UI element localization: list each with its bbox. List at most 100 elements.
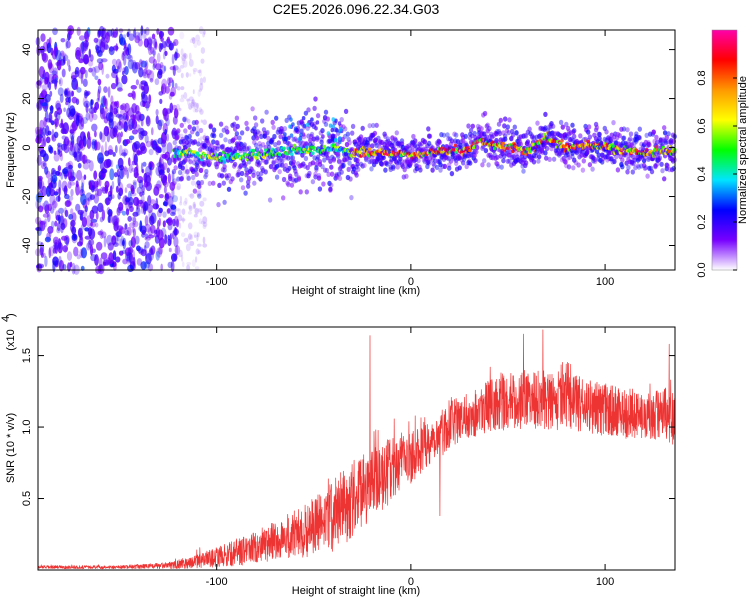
ridge-halo: [343, 108, 349, 114]
noise-fringe-blob: [199, 82, 204, 91]
spectrogram-ytick-label: -20: [21, 189, 33, 205]
ridge-halo: [328, 187, 333, 193]
noise-blob: [126, 183, 133, 189]
ridge-halo: [416, 158, 421, 164]
noise-fringe-blob: [202, 31, 206, 38]
noise-fringe-blob: [180, 72, 184, 79]
noise-blob: [155, 197, 159, 210]
ridge-halo: [235, 172, 240, 178]
noise-blob: [134, 110, 142, 121]
noise-blob: [157, 229, 164, 241]
ridge-halo: [199, 179, 205, 186]
ridge-halo: [336, 171, 342, 177]
noise-blob: [41, 138, 47, 148]
noise-fringe-blob: [200, 119, 203, 123]
ridge-halo: [171, 181, 177, 187]
ridge-halo: [232, 121, 237, 127]
noise-blob: [132, 220, 139, 228]
noise-fringe-blob: [177, 214, 183, 222]
ridge-halo: [634, 131, 639, 137]
noise-fringe-blob: [181, 218, 186, 222]
ridge-halo: [265, 129, 270, 136]
noise-fringe-blob: [186, 264, 191, 271]
noise-blob: [140, 225, 147, 234]
noise-blob: [130, 167, 138, 172]
ridge-core: [367, 153, 371, 158]
noise-fringe-blob: [183, 92, 188, 100]
ridge-halo: [636, 134, 642, 141]
noise-blob: [142, 71, 147, 77]
noise-blob: [115, 58, 122, 70]
noise-blob: [124, 187, 128, 194]
ridge-halo: [349, 195, 354, 201]
noise-blob: [137, 127, 145, 134]
ridge-excursion: [331, 134, 335, 139]
noise-blob: [159, 153, 167, 160]
ridge-halo: [336, 151, 341, 157]
noise-blob: [42, 213, 50, 218]
ridge-halo: [413, 142, 418, 148]
noise-blob: [164, 128, 168, 136]
noise-blob: [52, 27, 58, 36]
ridge-excursion: [310, 117, 314, 122]
noise-blob: [158, 194, 164, 199]
ridge-halo: [271, 124, 276, 130]
noise-blob: [104, 107, 109, 113]
ridge-halo: [219, 173, 225, 179]
noise-blob: [107, 86, 111, 98]
ridge-halo: [299, 119, 304, 125]
noise-blob: [132, 196, 140, 206]
ridge-halo: [212, 145, 218, 151]
noise-blob: [115, 27, 119, 35]
noise-blob: [48, 247, 52, 259]
noise-blob: [140, 119, 144, 127]
ridge-halo: [252, 180, 257, 186]
noise-blob: [152, 46, 156, 58]
ridge-halo: [246, 145, 252, 151]
ridge-halo: [523, 133, 529, 139]
noise-blob: [94, 139, 98, 151]
ridge-halo: [487, 126, 492, 132]
noise-blob: [68, 96, 71, 104]
noise-blob: [152, 139, 159, 146]
ridge-halo: [594, 124, 600, 131]
ridge-halo: [502, 123, 507, 129]
ridge-halo: [276, 140, 281, 146]
noise-blob: [82, 154, 86, 165]
noise-fringe-blob: [189, 73, 192, 77]
noise-blob: [158, 246, 163, 255]
ridge-halo: [567, 154, 572, 160]
ridge-core: [361, 145, 366, 150]
ridge-halo: [395, 164, 400, 170]
noise-blob: [42, 53, 49, 63]
noise-blob: [54, 117, 59, 128]
noise-fringe-blob: [203, 30, 206, 35]
ridge-halo: [222, 199, 227, 205]
ridge-excursion: [295, 127, 299, 133]
noise-fringe-blob: [177, 208, 182, 216]
ridge-halo: [620, 157, 625, 163]
noise-blob: [44, 218, 48, 228]
ridge-halo: [426, 140, 432, 146]
colorbar-tick-label: 0.2: [696, 214, 708, 229]
noise-blob: [83, 174, 87, 180]
ridge-halo: [287, 165, 292, 171]
noise-blob: [71, 96, 78, 104]
ridge-halo: [400, 159, 406, 165]
ridge-halo: [269, 137, 274, 143]
ridge-halo: [236, 171, 241, 177]
ridge-halo: [625, 127, 630, 133]
ridge-halo: [482, 110, 488, 117]
ridge-halo: [457, 165, 462, 171]
noise-blob: [173, 253, 177, 261]
noise-blob: [129, 222, 136, 228]
noise-blob: [141, 85, 144, 91]
ridge-halo: [536, 158, 541, 164]
ridge-halo: [362, 162, 367, 168]
ridge-halo: [216, 143, 221, 149]
noise-blob: [138, 83, 142, 90]
noise-blob: [141, 93, 148, 104]
noise-blob: [96, 97, 100, 103]
ridge-core: [453, 143, 458, 148]
ridge-halo: [350, 130, 355, 136]
